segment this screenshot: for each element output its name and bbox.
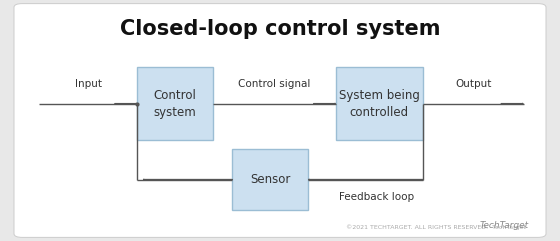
Text: Feedback loop: Feedback loop [339, 192, 414, 201]
Bar [137, 67, 213, 140]
Text: Closed-loop control system: Closed-loop control system [120, 19, 440, 39]
Text: Control signal: Control signal [238, 79, 311, 89]
Bar [232, 149, 308, 210]
Text: Input: Input [74, 79, 102, 89]
Text: Output: Output [455, 79, 491, 89]
Text: ©2021 TECHTARGET. ALL RIGHTS RESERVED.  TechTarget: ©2021 TECHTARGET. ALL RIGHTS RESERVED. T… [347, 225, 526, 230]
Text: System being
controlled: System being controlled [339, 89, 420, 119]
Text: TechTarget: TechTarget [480, 221, 529, 230]
FancyBboxPatch shape [14, 4, 546, 237]
Text: Sensor: Sensor [250, 173, 291, 186]
Text: Control
system: Control system [153, 89, 197, 119]
Bar [336, 67, 423, 140]
